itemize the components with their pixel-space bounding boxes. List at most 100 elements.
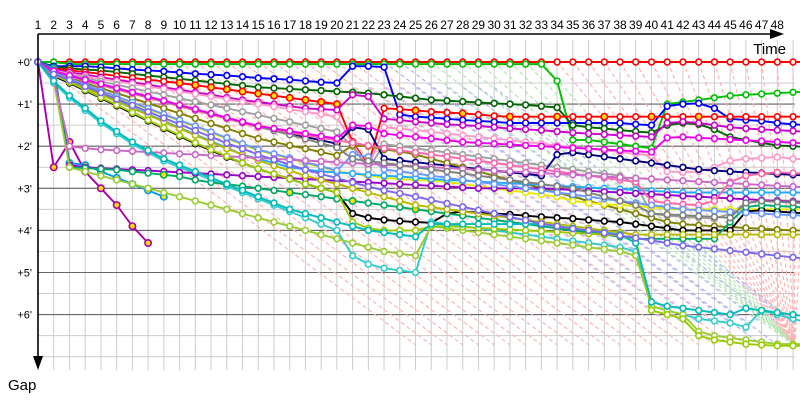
data-point bbox=[459, 176, 467, 184]
cutoff-line bbox=[745, 61, 796, 346]
x-tick-label: 4 bbox=[82, 18, 89, 32]
data-point bbox=[789, 155, 797, 163]
data-point bbox=[459, 131, 467, 140]
data-point bbox=[553, 77, 561, 85]
x-tick-label: 29 bbox=[472, 18, 486, 32]
data-point bbox=[396, 92, 404, 101]
data-point bbox=[396, 203, 404, 211]
data-point bbox=[396, 167, 404, 176]
data-point bbox=[254, 172, 262, 181]
data-point bbox=[443, 60, 451, 68]
data-point bbox=[348, 155, 357, 163]
data-point bbox=[207, 145, 215, 154]
data-point bbox=[742, 199, 750, 207]
data-point bbox=[742, 180, 750, 188]
data-point bbox=[364, 243, 372, 251]
data-point bbox=[710, 58, 719, 66]
data-point bbox=[175, 131, 184, 140]
data-point bbox=[773, 198, 781, 206]
data-point bbox=[569, 58, 577, 66]
data-point bbox=[254, 134, 262, 143]
data-point bbox=[207, 60, 215, 68]
data-point bbox=[553, 228, 561, 236]
data-point bbox=[160, 67, 168, 76]
data-point bbox=[364, 157, 372, 165]
data-point bbox=[694, 134, 703, 142]
data-point bbox=[238, 97, 247, 106]
data-point bbox=[396, 249, 404, 258]
x-tick-label: 48 bbox=[771, 18, 785, 32]
data-point bbox=[411, 163, 420, 172]
data-point bbox=[789, 112, 797, 121]
data-point bbox=[380, 123, 388, 132]
data-point bbox=[679, 177, 687, 185]
data-point bbox=[694, 243, 703, 251]
data-point bbox=[757, 154, 766, 162]
data-point bbox=[396, 146, 404, 155]
data-point bbox=[191, 105, 200, 113]
x-tick-label: 17 bbox=[283, 18, 297, 32]
x-tick-label: 26 bbox=[425, 18, 439, 32]
data-point bbox=[773, 182, 781, 190]
data-point bbox=[553, 214, 561, 222]
data-point bbox=[569, 144, 577, 152]
data-point bbox=[411, 60, 420, 68]
data-point bbox=[616, 173, 624, 182]
data-point bbox=[380, 179, 388, 187]
data-point bbox=[443, 96, 451, 105]
data-point bbox=[207, 201, 215, 209]
x-tick-label: 47 bbox=[755, 18, 769, 32]
x-tick-label: 2 bbox=[50, 18, 57, 32]
data-point bbox=[757, 90, 766, 98]
data-point bbox=[160, 91, 168, 99]
data-point bbox=[254, 122, 262, 130]
data-point bbox=[128, 88, 137, 97]
data-point bbox=[569, 171, 577, 179]
data-point bbox=[175, 120, 184, 129]
data-point-eliminated bbox=[301, 95, 310, 104]
data-point bbox=[411, 148, 420, 157]
data-point bbox=[191, 114, 200, 123]
axes-group bbox=[33, 29, 784, 370]
data-point bbox=[600, 193, 608, 201]
data-point bbox=[694, 177, 703, 186]
data-point bbox=[286, 141, 294, 150]
data-point-eliminated bbox=[128, 222, 137, 231]
data-point bbox=[663, 203, 671, 211]
data-point bbox=[569, 241, 577, 249]
data-point bbox=[506, 167, 514, 176]
data-point bbox=[396, 116, 404, 124]
data-point bbox=[616, 131, 624, 140]
data-point bbox=[317, 214, 325, 222]
x-tick-label: 41 bbox=[661, 18, 675, 32]
data-point bbox=[223, 104, 231, 113]
data-point bbox=[584, 172, 593, 180]
data-point bbox=[254, 193, 262, 201]
x-tick-label: 37 bbox=[598, 18, 612, 32]
x-tick-labels: 1 2 3 4 5 6 7 8 9 10 11 12 13 14 15 16 17 18 19 20 21 22 23 24 2… bbox=[35, 18, 785, 32]
data-point bbox=[474, 184, 483, 193]
data-point bbox=[191, 126, 200, 135]
data-point bbox=[270, 114, 278, 123]
data-point bbox=[474, 172, 483, 180]
data-point bbox=[553, 170, 561, 178]
data-point bbox=[411, 233, 420, 241]
data-point bbox=[97, 145, 105, 154]
data-point bbox=[270, 156, 278, 164]
data-point bbox=[553, 150, 561, 159]
data-point bbox=[757, 306, 766, 315]
data-point bbox=[238, 159, 247, 167]
data-point bbox=[631, 58, 640, 66]
data-point bbox=[301, 190, 310, 199]
data-point bbox=[521, 141, 530, 150]
data-point bbox=[128, 138, 137, 146]
data-point bbox=[726, 157, 734, 165]
data-point bbox=[160, 123, 168, 132]
data-point bbox=[254, 111, 262, 119]
data-point bbox=[443, 199, 451, 208]
data-point bbox=[694, 315, 703, 323]
data-point bbox=[647, 133, 656, 141]
data-point bbox=[521, 112, 530, 121]
data-point bbox=[97, 88, 105, 97]
